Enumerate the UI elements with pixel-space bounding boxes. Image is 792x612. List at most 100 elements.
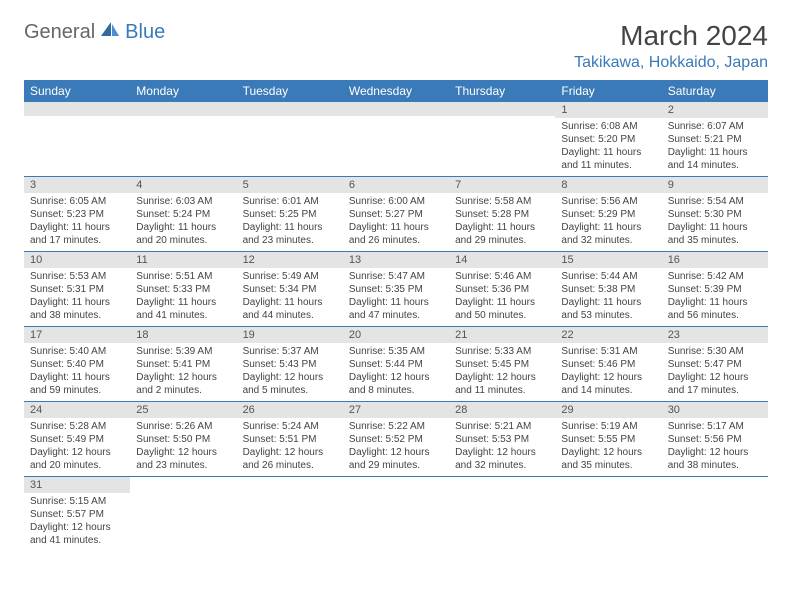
day-line: Sunset: 5:56 PM (668, 433, 762, 446)
calendar-cell (237, 102, 343, 177)
day-content: Sunrise: 5:19 AMSunset: 5:55 PMDaylight:… (555, 418, 661, 476)
day-number: 7 (449, 177, 555, 193)
day-line: Sunrise: 5:33 AM (455, 345, 549, 358)
day-line: Daylight: 11 hours and 11 minutes. (561, 146, 655, 172)
calendar-week-row: 31Sunrise: 5:15 AMSunset: 5:57 PMDayligh… (24, 477, 768, 552)
day-line: Sunrise: 5:15 AM (30, 495, 124, 508)
calendar-cell: 17Sunrise: 5:40 AMSunset: 5:40 PMDayligh… (24, 327, 130, 402)
day-number: 18 (130, 327, 236, 343)
day-line: Daylight: 11 hours and 56 minutes. (668, 296, 762, 322)
day-number: 30 (662, 402, 768, 418)
day-content: Sunrise: 5:54 AMSunset: 5:30 PMDaylight:… (662, 193, 768, 251)
day-content: Sunrise: 5:46 AMSunset: 5:36 PMDaylight:… (449, 268, 555, 326)
day-number: 14 (449, 252, 555, 268)
day-line: Daylight: 12 hours and 32 minutes. (455, 446, 549, 472)
day-line: Daylight: 12 hours and 17 minutes. (668, 371, 762, 397)
calendar-cell (343, 477, 449, 552)
day-line: Sunrise: 5:28 AM (30, 420, 124, 433)
day-content: Sunrise: 5:15 AMSunset: 5:57 PMDaylight:… (24, 493, 130, 551)
calendar-cell (449, 102, 555, 177)
calendar-cell: 8Sunrise: 5:56 AMSunset: 5:29 PMDaylight… (555, 177, 661, 252)
calendar-body: 1Sunrise: 6:08 AMSunset: 5:20 PMDaylight… (24, 102, 768, 551)
day-content: Sunrise: 5:58 AMSunset: 5:28 PMDaylight:… (449, 193, 555, 251)
calendar-cell: 20Sunrise: 5:35 AMSunset: 5:44 PMDayligh… (343, 327, 449, 402)
title-block: March 2024 Takikawa, Hokkaido, Japan (574, 20, 768, 72)
day-line: Sunset: 5:38 PM (561, 283, 655, 296)
day-line: Sunrise: 5:37 AM (243, 345, 337, 358)
sail-icon (99, 20, 121, 44)
day-line: Sunset: 5:45 PM (455, 358, 549, 371)
calendar-cell: 30Sunrise: 5:17 AMSunset: 5:56 PMDayligh… (662, 402, 768, 477)
day-content: Sunrise: 5:17 AMSunset: 5:56 PMDaylight:… (662, 418, 768, 476)
day-number: 28 (449, 402, 555, 418)
calendar-week-row: 24Sunrise: 5:28 AMSunset: 5:49 PMDayligh… (24, 402, 768, 477)
calendar-cell: 15Sunrise: 5:44 AMSunset: 5:38 PMDayligh… (555, 252, 661, 327)
day-line: Sunset: 5:55 PM (561, 433, 655, 446)
day-line: Sunrise: 5:53 AM (30, 270, 124, 283)
day-line: Sunset: 5:43 PM (243, 358, 337, 371)
empty-day-header (24, 102, 130, 116)
day-line: Sunset: 5:44 PM (349, 358, 443, 371)
calendar-cell: 3Sunrise: 6:05 AMSunset: 5:23 PMDaylight… (24, 177, 130, 252)
day-content: Sunrise: 6:08 AMSunset: 5:20 PMDaylight:… (555, 118, 661, 176)
day-content: Sunrise: 5:31 AMSunset: 5:46 PMDaylight:… (555, 343, 661, 401)
day-line: Sunrise: 6:08 AM (561, 120, 655, 133)
day-number: 8 (555, 177, 661, 193)
day-line: Sunrise: 5:35 AM (349, 345, 443, 358)
day-line: Sunrise: 5:56 AM (561, 195, 655, 208)
day-line: Sunset: 5:29 PM (561, 208, 655, 221)
day-number: 15 (555, 252, 661, 268)
day-line: Daylight: 11 hours and 35 minutes. (668, 221, 762, 247)
day-line: Sunrise: 6:05 AM (30, 195, 124, 208)
brand-part2: Blue (125, 21, 165, 44)
calendar-cell: 22Sunrise: 5:31 AMSunset: 5:46 PMDayligh… (555, 327, 661, 402)
day-content: Sunrise: 5:53 AMSunset: 5:31 PMDaylight:… (24, 268, 130, 326)
day-line: Sunset: 5:31 PM (30, 283, 124, 296)
day-line: Sunrise: 5:58 AM (455, 195, 549, 208)
calendar-cell (662, 477, 768, 552)
day-line: Sunset: 5:40 PM (30, 358, 124, 371)
day-number: 23 (662, 327, 768, 343)
day-line: Sunrise: 5:54 AM (668, 195, 762, 208)
calendar-cell: 6Sunrise: 6:00 AMSunset: 5:27 PMDaylight… (343, 177, 449, 252)
day-content: Sunrise: 5:33 AMSunset: 5:45 PMDaylight:… (449, 343, 555, 401)
weekday-header: Thursday (449, 80, 555, 102)
calendar-cell: 1Sunrise: 6:08 AMSunset: 5:20 PMDaylight… (555, 102, 661, 177)
day-line: Daylight: 11 hours and 14 minutes. (668, 146, 762, 172)
calendar-cell: 31Sunrise: 5:15 AMSunset: 5:57 PMDayligh… (24, 477, 130, 552)
day-line: Sunset: 5:34 PM (243, 283, 337, 296)
day-line: Sunrise: 5:31 AM (561, 345, 655, 358)
day-number: 21 (449, 327, 555, 343)
day-line: Sunrise: 5:44 AM (561, 270, 655, 283)
day-line: Sunset: 5:21 PM (668, 133, 762, 146)
day-line: Daylight: 12 hours and 26 minutes. (243, 446, 337, 472)
day-line: Sunset: 5:25 PM (243, 208, 337, 221)
calendar-cell (24, 102, 130, 177)
calendar-cell: 10Sunrise: 5:53 AMSunset: 5:31 PMDayligh… (24, 252, 130, 327)
day-line: Sunset: 5:35 PM (349, 283, 443, 296)
day-line: Daylight: 11 hours and 47 minutes. (349, 296, 443, 322)
day-content: Sunrise: 5:26 AMSunset: 5:50 PMDaylight:… (130, 418, 236, 476)
day-content: Sunrise: 5:37 AMSunset: 5:43 PMDaylight:… (237, 343, 343, 401)
day-content: Sunrise: 5:56 AMSunset: 5:29 PMDaylight:… (555, 193, 661, 251)
day-line: Sunrise: 6:03 AM (136, 195, 230, 208)
day-line: Daylight: 12 hours and 8 minutes. (349, 371, 443, 397)
calendar-cell: 13Sunrise: 5:47 AMSunset: 5:35 PMDayligh… (343, 252, 449, 327)
day-line: Sunrise: 6:07 AM (668, 120, 762, 133)
day-number: 25 (130, 402, 236, 418)
weekday-header: Friday (555, 80, 661, 102)
calendar-cell: 11Sunrise: 5:51 AMSunset: 5:33 PMDayligh… (130, 252, 236, 327)
day-content: Sunrise: 5:24 AMSunset: 5:51 PMDaylight:… (237, 418, 343, 476)
calendar-cell: 27Sunrise: 5:22 AMSunset: 5:52 PMDayligh… (343, 402, 449, 477)
day-number: 31 (24, 477, 130, 493)
day-line: Daylight: 11 hours and 59 minutes. (30, 371, 124, 397)
day-line: Daylight: 12 hours and 2 minutes. (136, 371, 230, 397)
day-line: Sunrise: 5:19 AM (561, 420, 655, 433)
day-line: Sunrise: 5:26 AM (136, 420, 230, 433)
calendar-cell (237, 477, 343, 552)
calendar-cell (130, 477, 236, 552)
calendar-cell: 7Sunrise: 5:58 AMSunset: 5:28 PMDaylight… (449, 177, 555, 252)
calendar-cell: 29Sunrise: 5:19 AMSunset: 5:55 PMDayligh… (555, 402, 661, 477)
weekday-header: Tuesday (237, 80, 343, 102)
day-line: Sunrise: 5:22 AM (349, 420, 443, 433)
